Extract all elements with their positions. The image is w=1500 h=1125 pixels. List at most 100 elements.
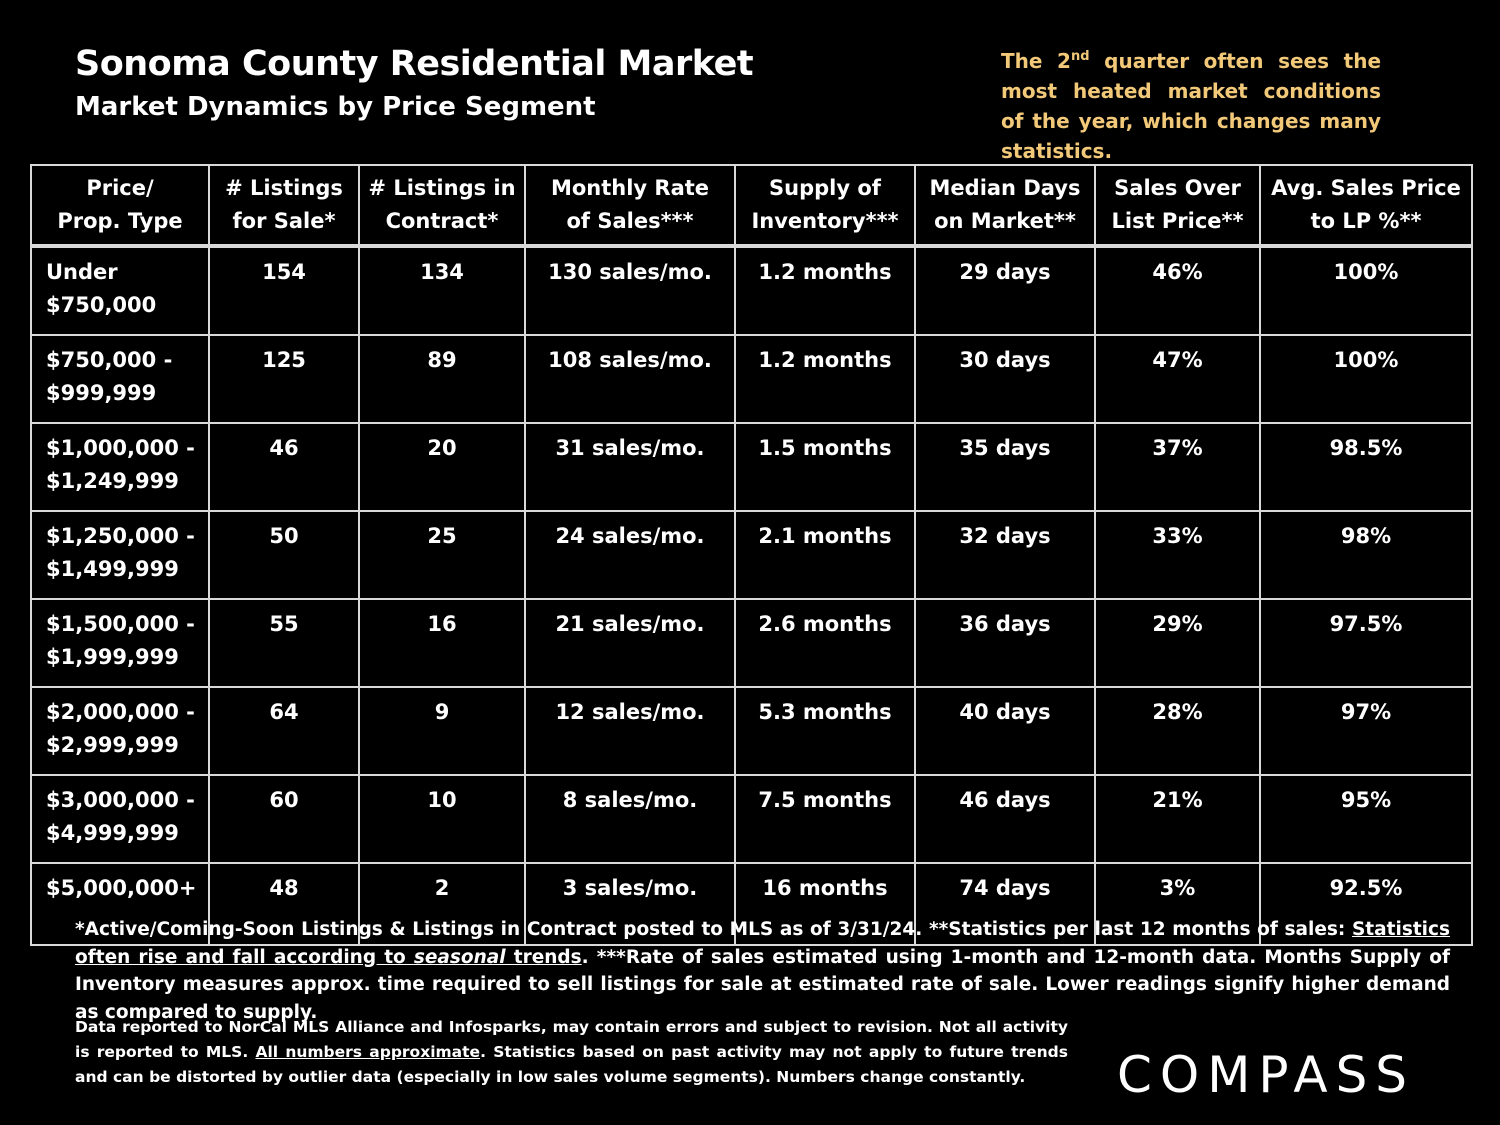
table-cell: 1.2 months xyxy=(734,334,916,424)
table-cell: 92.5% xyxy=(1259,862,1473,946)
table-row: $5,000,000+ 48 2 3 sales/mo. 16 months 74 day… xyxy=(30,862,1473,946)
header-row: Price/Prop. Type # Listings for Sale* # Lis… xyxy=(30,164,1473,248)
column-header-line: of Sales*** xyxy=(566,209,694,233)
market-table: Price/Prop. Type # Listings for Sale* # Lis… xyxy=(30,164,1473,946)
column-header: # Listings in Contract* xyxy=(358,164,526,248)
table-cell: 20 xyxy=(358,422,526,512)
table-cell: 89 xyxy=(358,334,526,424)
column-header-line: Prop. Type xyxy=(57,209,183,233)
table-row: $1,500,000 - $1,999,999 55 16 21 sales/mo. 2.… xyxy=(30,598,1473,688)
table-cell: 12 sales/mo. xyxy=(524,686,736,776)
table-cell: 1.5 months xyxy=(734,422,916,512)
table-cell: 47% xyxy=(1094,334,1261,424)
table-row: $3,000,000 - $4,999,999 60 10 8 sales/mo. 7.5… xyxy=(30,774,1473,864)
price-segment-line: $1,000,000 - xyxy=(46,436,195,460)
column-header: Sales Over List Price** xyxy=(1094,164,1261,248)
price-segment-line: $750,000 xyxy=(46,293,157,317)
table-cell: 130 sales/mo. xyxy=(524,245,736,336)
table-cell: 98% xyxy=(1259,510,1473,600)
price-segment-cell: $3,000,000 - $4,999,999 xyxy=(30,774,210,864)
column-header: Median Days on Market** xyxy=(914,164,1096,248)
footnote-approx-underline: All numbers approximate xyxy=(255,1043,481,1061)
table-cell: 36 days xyxy=(914,598,1096,688)
price-segment-cell: $1,250,000 - $1,499,999 xyxy=(30,510,210,600)
table-row: $2,000,000 - $2,999,999 64 9 12 sales/mo. 5.3… xyxy=(30,686,1473,776)
price-segment-line: $1,500,000 - xyxy=(46,612,195,636)
table-cell: 37% xyxy=(1094,422,1261,512)
column-header-line: Sales Over xyxy=(1114,176,1241,200)
table-cell: 16 xyxy=(358,598,526,688)
page-subtitle: Market Dynamics by Price Segment xyxy=(75,92,596,122)
table-cell: 98.5% xyxy=(1259,422,1473,512)
price-segment-line: $4,999,999 xyxy=(46,821,179,845)
column-header-line: Median Days xyxy=(929,176,1081,200)
column-header-line: List Price** xyxy=(1111,209,1244,233)
price-segment-line: $1,499,999 xyxy=(46,557,179,581)
price-segment-cell: $750,000 - $999,999 xyxy=(30,334,210,424)
column-header-line: on Market** xyxy=(934,209,1076,233)
price-segment-line: $999,999 xyxy=(46,381,157,405)
table-cell: 3% xyxy=(1094,862,1261,946)
column-header: Supply of Inventory*** xyxy=(734,164,916,248)
table-cell: 21 sales/mo. xyxy=(524,598,736,688)
footnote-disclaimer: Data reported to NorCal MLS Alliance and… xyxy=(75,1015,1068,1090)
price-segment-cell: $2,000,000 - $2,999,999 xyxy=(30,686,210,776)
table-cell: 33% xyxy=(1094,510,1261,600)
table-cell: 46 xyxy=(208,422,360,512)
table-cell: 29% xyxy=(1094,598,1261,688)
table-cell: 100% xyxy=(1259,245,1473,336)
price-segment-line: $5,000,000+ xyxy=(46,876,197,900)
table-cell: 97.5% xyxy=(1259,598,1473,688)
table-cell: 74 days xyxy=(914,862,1096,946)
table-row: $750,000 - $999,999 125 89 108 sales/mo. 1.2 … xyxy=(30,334,1473,424)
table-cell: 1.2 months xyxy=(734,245,916,336)
table-cell: 2.1 months xyxy=(734,510,916,600)
compass-logo: COMPASS xyxy=(1117,1046,1416,1104)
column-header-line: for Sale* xyxy=(232,209,336,233)
table-cell: 24 sales/mo. xyxy=(524,510,736,600)
footnote-seasonal-u2: trends xyxy=(505,946,582,968)
price-segment-line: $2,999,999 xyxy=(46,733,179,757)
price-segment-line: Under xyxy=(46,260,118,284)
table-cell: 108 sales/mo. xyxy=(524,334,736,424)
column-header: Avg. Sales Price to LP %** xyxy=(1259,164,1473,248)
table-cell: 32 days xyxy=(914,510,1096,600)
column-header-line: Contract* xyxy=(385,209,499,233)
table-row: Under $750,000 154 134 130 sales/mo. 1.2 mont… xyxy=(30,245,1473,336)
footnote-seasonal-em: seasonal xyxy=(413,946,506,968)
table-cell: 9 xyxy=(358,686,526,776)
table-cell: 30 days xyxy=(914,334,1096,424)
table-cell: 134 xyxy=(358,245,526,336)
footnote-seasonal-underline: Statistics often rise and fall according… xyxy=(75,919,1450,968)
price-segment-line: $1,999,999 xyxy=(46,645,179,669)
seasonal-note: The 2nd quarter often sees the most heat… xyxy=(1001,46,1381,166)
table-cell: 60 xyxy=(208,774,360,864)
table-cell: 29 days xyxy=(914,245,1096,336)
footnote-disclaimer-a: Data reported to NorCal MLS Alliance and… xyxy=(75,1018,1068,1061)
table-cell: 55 xyxy=(208,598,360,688)
table-cell: 35 days xyxy=(914,422,1096,512)
price-segment-cell: $5,000,000+ xyxy=(30,862,210,946)
page-title: Sonoma County Residential Market xyxy=(75,44,754,84)
note-text-post: quarter often sees the most heated marke… xyxy=(1001,49,1382,163)
price-segment-line: $2,000,000 - xyxy=(46,700,195,724)
column-header-line: Avg. Sales Price xyxy=(1271,176,1461,200)
column-header-line: # Listings in xyxy=(368,176,516,200)
table-cell: 21% xyxy=(1094,774,1261,864)
table-cell: 46 days xyxy=(914,774,1096,864)
price-segment-line: $1,249,999 xyxy=(46,469,179,493)
table-cell: 31 sales/mo. xyxy=(524,422,736,512)
table-cell: 64 xyxy=(208,686,360,776)
table-row: $1,250,000 - $1,499,999 50 25 24 sales/mo. 2.… xyxy=(30,510,1473,600)
table-cell: 25 xyxy=(358,510,526,600)
price-segment-cell: Under $750,000 xyxy=(30,245,210,336)
table-cell: 125 xyxy=(208,334,360,424)
footnote-seasonal-u1: Statistics often rise and fall according… xyxy=(75,919,1450,968)
table-cell: 95% xyxy=(1259,774,1473,864)
table-cell: 2.6 months xyxy=(734,598,916,688)
table-cell: 48 xyxy=(208,862,360,946)
footnote-primary-a: *Active/Coming-Soon Listings & Listings … xyxy=(75,919,1352,940)
footnote-primary-b: . ***Rate of sales estimated using 1-mon… xyxy=(75,946,1451,1023)
footnote-primary: *Active/Coming-Soon Listings & Listings … xyxy=(75,916,1450,1026)
table-row: $1,000,000 - $1,249,999 46 20 31 sales/mo. 1.… xyxy=(30,422,1473,512)
